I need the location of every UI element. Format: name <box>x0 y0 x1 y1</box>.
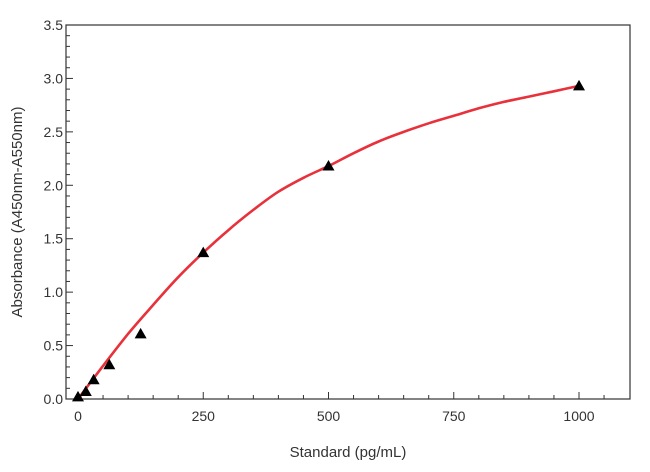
y-axis-ticks <box>66 24 73 400</box>
data-point-marker <box>72 390 84 402</box>
x-axis-ticks <box>77 392 605 399</box>
y-tick-label: 3.0 <box>44 70 64 86</box>
data-point-marker <box>87 373 100 385</box>
y-tick-label: 0.0 <box>44 391 64 407</box>
fit-curve-line <box>76 84 581 401</box>
y-tick-label: 3.5 <box>44 17 64 33</box>
x-tick-label: 250 <box>192 408 216 424</box>
data-point-marker <box>573 79 585 91</box>
y-axis-title: Absorbance (A450nm-A550nm) <box>9 107 26 318</box>
x-tick-label: 0 <box>74 408 82 424</box>
y-tick-label: 1.5 <box>44 231 64 247</box>
data-point-marker <box>197 246 210 258</box>
y-tick-label: 2.0 <box>44 177 64 193</box>
y-axis-tick-labels: 0.0 0.5 1.0 1.5 2.0 2.5 3.0 3.5 <box>44 17 64 407</box>
y-tick-label: 2.5 <box>44 124 64 140</box>
x-tick-label: 750 <box>442 408 466 424</box>
x-tick-label: 500 <box>317 408 341 424</box>
x-axis-tick-labels: 0 250 500 750 1000 <box>74 408 595 424</box>
y-tick-label: 0.5 <box>44 338 64 354</box>
data-point-marker <box>134 327 147 339</box>
data-point-marker <box>322 160 335 171</box>
x-tick-label: 1000 <box>563 408 594 424</box>
x-axis-title: Standard (pg/mL) <box>290 444 407 461</box>
data-points <box>72 79 585 402</box>
data-point-marker <box>79 385 92 397</box>
plot-frame <box>65 24 631 400</box>
y-tick-label: 1.0 <box>44 284 64 300</box>
data-point-marker <box>103 358 116 370</box>
